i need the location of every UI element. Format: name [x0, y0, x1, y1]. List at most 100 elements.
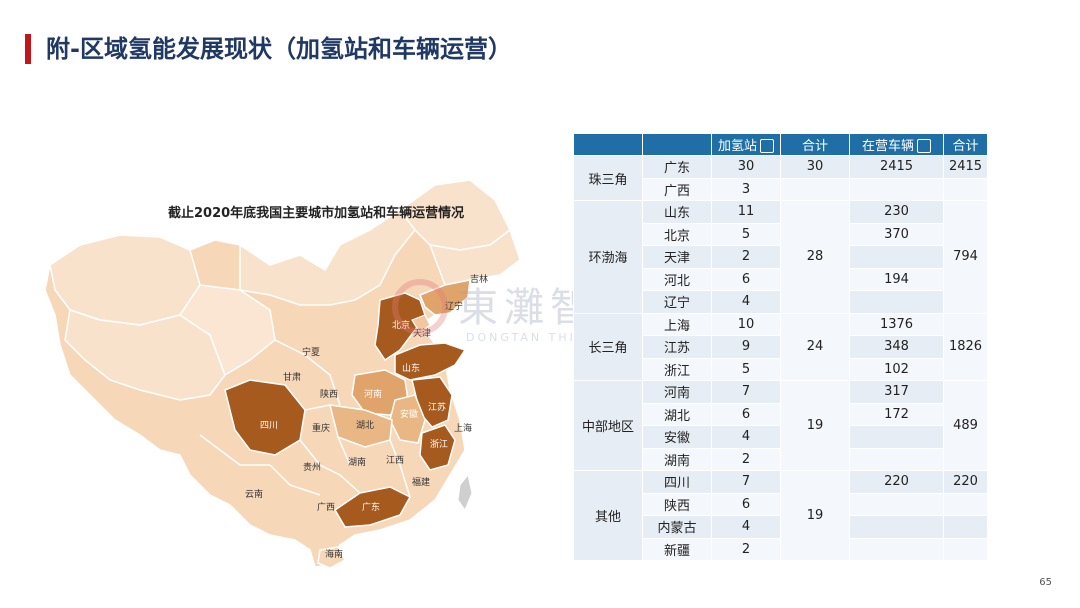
header-vehicles: 在营车辆 [849, 133, 944, 156]
stations-total-cell: 24 [780, 312, 850, 381]
vehicles-total-cell: 220 [943, 470, 988, 494]
header-province [642, 133, 712, 156]
vehicles-cell: 370 [849, 222, 944, 246]
vehicles-total-cell [943, 537, 988, 561]
label-jiangsu: 江苏 [428, 403, 447, 413]
province-cell: 北京 [642, 222, 712, 246]
vehicles-total-cell [943, 492, 988, 516]
region-cell: 其他 [573, 470, 643, 561]
label-beijing: 北京 [392, 321, 411, 331]
province-cell: 天津 [642, 245, 712, 269]
province-cell: 广东 [642, 155, 712, 179]
vehicles-cell [849, 177, 944, 201]
stations-cell: 2 [711, 245, 781, 269]
stations-cell: 4 [711, 425, 781, 449]
label-hainan: 海南 [325, 550, 344, 560]
stations-cell: 9 [711, 335, 781, 359]
map-caption: 截止2020年底我国主要城市加氢站和车辆运营情况 [168, 206, 465, 221]
table-row: 天津 2 [574, 245, 988, 269]
label-shandong: 山东 [402, 364, 421, 374]
region-liaoning [419, 279, 471, 316]
table-row: 长三角 上海 10 24 1376 1826 [573, 312, 988, 381]
header-stations: 加氢站 [711, 133, 781, 156]
table-row: 其他 四川 7 19 220 220 [573, 470, 988, 561]
table-row: 安徽 4 [574, 425, 988, 449]
region-shandong [394, 342, 467, 381]
header-vehicles-label: 在营车辆 [861, 139, 914, 154]
table-row: 环渤海 山东 11 28 230 794 [573, 200, 988, 314]
label-guizhou: 贵州 [303, 463, 322, 473]
province-cell: 新疆 [642, 537, 712, 561]
label-fujian: 福建 [412, 478, 431, 488]
vehicles-cell [849, 447, 944, 471]
label-chongqing: 重庆 [312, 424, 331, 434]
label-zhejiang: 浙江 [430, 440, 449, 450]
vehicles-cell: 1376 [849, 312, 944, 336]
stations-cell: 10 [711, 312, 781, 336]
vehicles-cell: 317 [849, 380, 944, 404]
table-row: 新疆 2 [574, 537, 988, 561]
table-row: 江苏 9 348 [574, 335, 988, 359]
vehicles-cell [849, 537, 944, 561]
map-inner-borders [199, 339, 411, 498]
vehicles-total-cell [943, 515, 988, 539]
label-guangdong: 广东 [362, 503, 381, 513]
region-tibet [64, 309, 226, 401]
region-taiwan [457, 473, 473, 512]
label-shaanxi: 陕西 [320, 390, 339, 400]
china-map: 吉林 辽宁 北京 天津 宁夏 甘肃 陕西 河南 山东 江苏 上海 安徽 四川 重… [40, 175, 540, 575]
province-cell: 湖南 [642, 447, 712, 471]
stations-cell: 30 [711, 155, 781, 179]
vehicles-total-cell: 2415 [943, 155, 988, 179]
stations-cell: 5 [711, 222, 781, 246]
vehicles-cell [849, 245, 944, 269]
province-cell: 江苏 [642, 335, 712, 359]
vehicles-cell [849, 425, 944, 449]
stations-cell: 7 [711, 380, 781, 404]
province-cell: 山东 [642, 200, 712, 224]
stations-cell: 5 [711, 357, 781, 381]
stations-cell: 11 [711, 200, 781, 224]
table-row: 内蒙古 4 [574, 515, 988, 539]
stations-total-cell: 19 [780, 470, 850, 561]
stations-cell: 6 [711, 267, 781, 291]
hydrogen-table: 加氢站 合计 在营车辆 合计 珠三角 广东 30 30 2415 2415 广西… [573, 133, 988, 561]
stations-cell: 7 [711, 470, 781, 494]
vehicles-cell: 230 [849, 200, 944, 224]
region-cell: 长三角 [573, 312, 643, 381]
stations-cell: 4 [711, 290, 781, 314]
province-cell: 陕西 [642, 492, 712, 516]
label-liaoning: 辽宁 [445, 302, 464, 312]
table-row: 湖南 2 [574, 447, 988, 471]
province-cell: 河南 [642, 380, 712, 404]
header-stations-total: 合计 [780, 133, 850, 156]
table-header-row: 加氢站 合计 在营车辆 合计 [573, 133, 988, 156]
china-map-svg [44, 179, 521, 569]
header-stations-label: 加氢站 [717, 139, 757, 154]
label-yunnan: 云南 [245, 490, 264, 500]
region-guangdong [333, 486, 412, 528]
fuel-pump-icon [760, 138, 774, 153]
vehicles-total-cell: 1826 [943, 312, 988, 381]
province-cell: 辽宁 [642, 290, 712, 314]
province-cell: 广西 [642, 177, 712, 201]
region-cell: 珠三角 [573, 155, 643, 201]
header-region [573, 133, 643, 156]
stations-total-cell: 19 [780, 380, 850, 471]
vehicles-cell [849, 492, 944, 516]
vehicles-total-cell [943, 177, 988, 201]
vehicles-cell: 220 [849, 470, 944, 494]
stations-cell: 4 [711, 515, 781, 539]
table-row: 北京 5 370 [574, 222, 988, 246]
region-tianjin [411, 314, 431, 334]
stations-total-cell: 28 [780, 200, 850, 314]
stations-total-cell: 30 [780, 155, 850, 179]
label-anhui: 安徽 [400, 410, 419, 420]
province-cell: 湖北 [642, 402, 712, 426]
vehicles-cell: 2415 [849, 155, 944, 179]
vehicles-cell: 172 [849, 402, 944, 426]
label-henan: 河南 [364, 390, 383, 400]
table-row: 珠三角 广东 30 30 2415 2415 [573, 155, 988, 201]
vehicles-cell: 102 [849, 357, 944, 381]
vehicles-cell: 348 [849, 335, 944, 359]
